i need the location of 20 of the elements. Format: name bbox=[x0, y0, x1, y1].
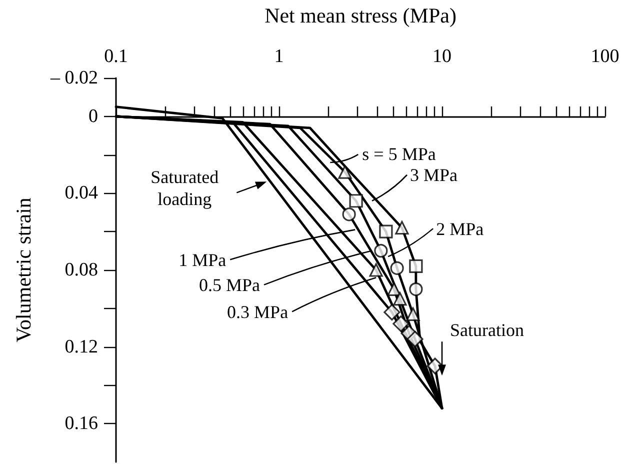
annotation: s = 5 MPa bbox=[362, 143, 436, 166]
annotation: 0.5 MPa bbox=[198, 274, 260, 296]
y-tick-label: 0.08 bbox=[64, 260, 98, 280]
x-tick-label: 1 bbox=[274, 46, 284, 67]
y-tick-label: – 0.02 bbox=[50, 68, 98, 88]
annotation: 2 MPa bbox=[436, 218, 484, 240]
y-tick-label: 0.04 bbox=[64, 182, 98, 204]
y-tick-label: 0.16 bbox=[64, 413, 98, 434]
y-tick-label: 0 bbox=[88, 106, 98, 127]
annotation: Saturated loading bbox=[150, 166, 220, 210]
x-axis-title: Net mean stress (MPa) bbox=[264, 4, 456, 28]
x-tick-label: 10 bbox=[432, 46, 452, 67]
annotation: 1 MPa bbox=[178, 248, 226, 271]
y-axis-title: Volumetric strain bbox=[12, 197, 36, 342]
x-tick-label: 0.1 bbox=[104, 46, 128, 67]
annotation: 0.3 MPa bbox=[227, 300, 288, 323]
annotation: 3 MPa bbox=[410, 164, 458, 186]
annotation: Saturation bbox=[450, 318, 524, 341]
y-tick-label: 0.12 bbox=[64, 336, 98, 358]
x-tick-label: 100 bbox=[590, 46, 620, 67]
